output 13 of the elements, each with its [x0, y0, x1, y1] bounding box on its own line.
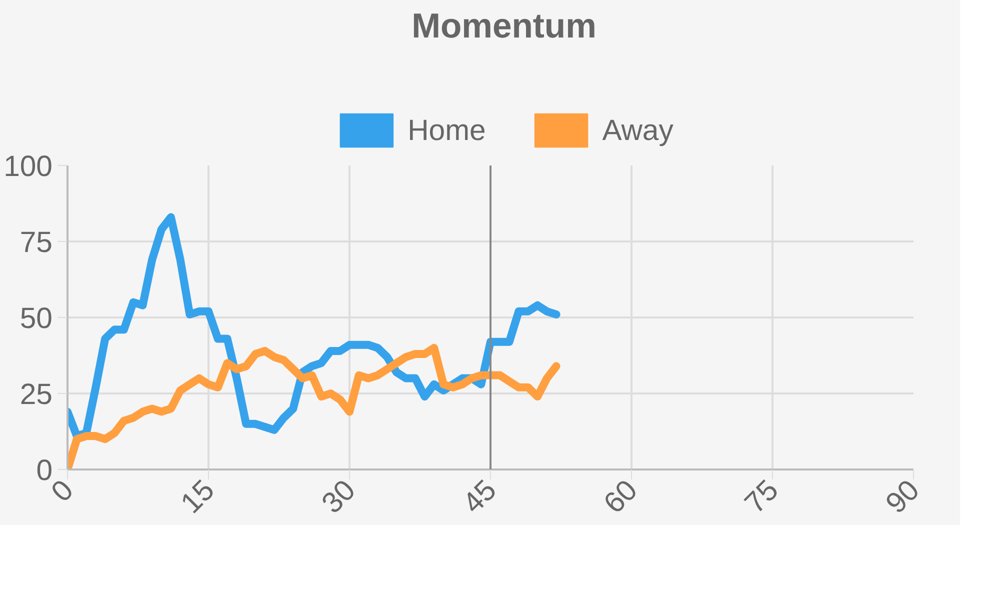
x-tick-label: 30 — [315, 474, 362, 520]
y-tick-label: 50 — [20, 302, 53, 335]
y-tick-label: 100 — [4, 150, 53, 183]
x-tick-label: 60 — [597, 474, 644, 520]
legend-label: Home — [408, 114, 486, 147]
x-tick-label: 45 — [456, 474, 503, 520]
chart-title: Momentum — [412, 8, 596, 46]
legend-label: Away — [602, 114, 674, 147]
y-tick-label: 25 — [20, 378, 53, 411]
x-tick-label: 90 — [879, 474, 926, 520]
y-tick-label: 75 — [20, 226, 53, 259]
x-tick-label: 15 — [174, 474, 221, 520]
x-tick-label: 75 — [738, 474, 785, 520]
